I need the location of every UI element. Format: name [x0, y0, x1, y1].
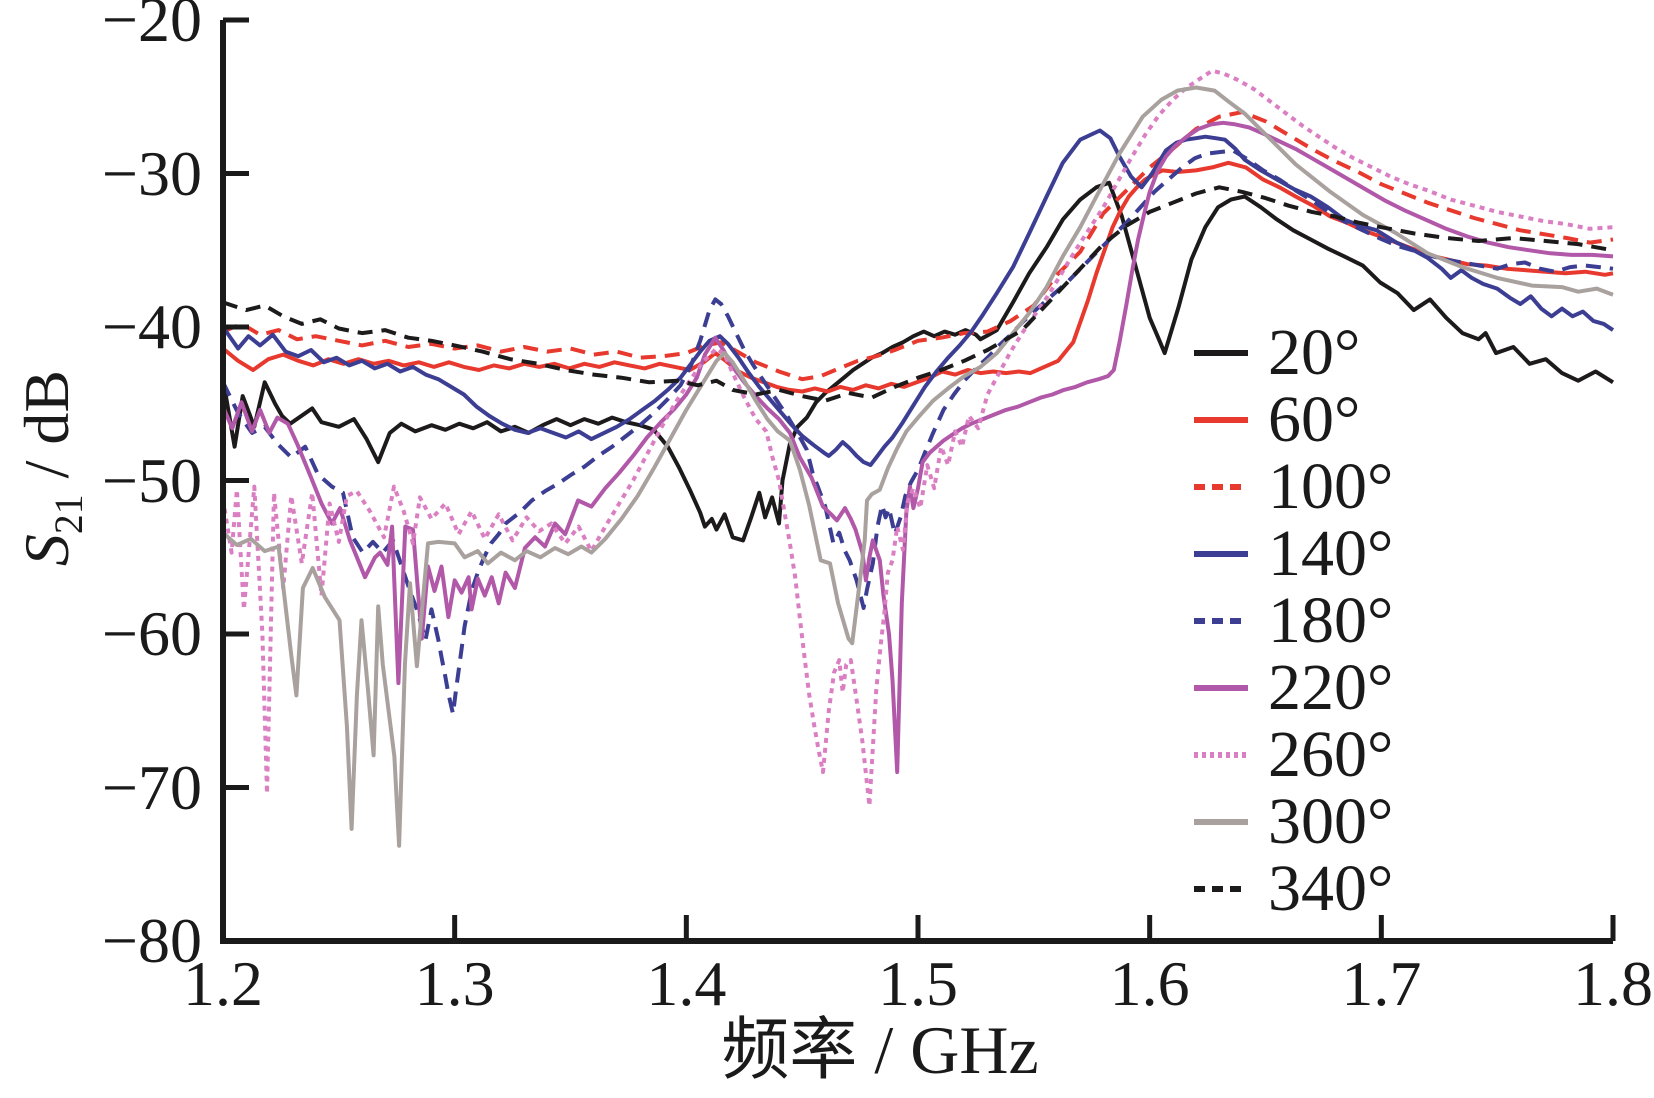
y-tick-label--40: −40 [101, 291, 202, 362]
legend-item-deg60: 60° [1192, 387, 1360, 453]
legend-item-deg140: 140° [1192, 521, 1393, 587]
legend-line-sample-deg260 [1194, 752, 1248, 758]
legend-line-sample-deg220 [1194, 685, 1248, 691]
series-line-deg20 [221, 180, 1615, 543]
legend-label-deg20: 20° [1268, 316, 1361, 389]
legend-label-deg300: 300° [1268, 785, 1394, 858]
legend-line-sample-deg20 [1194, 350, 1248, 356]
legend-item-deg300: 300° [1192, 789, 1393, 855]
x-tick-label-1.5: 1.5 [878, 948, 958, 1019]
legend-item-deg340: 340° [1192, 856, 1393, 922]
series-line-deg340 [222, 185, 1614, 403]
y-tick-label--30: −30 [101, 137, 202, 209]
legend-label-deg340: 340° [1268, 852, 1394, 925]
legend-label-deg60: 60° [1268, 383, 1361, 456]
x-tick-label-1.7: 1.7 [1341, 948, 1422, 1019]
legend-line-sample-deg340 [1194, 886, 1248, 892]
legend-label-deg260: 260° [1268, 718, 1394, 791]
legend-label-deg180: 180° [1268, 584, 1394, 657]
legend-label-deg220: 220° [1268, 651, 1394, 724]
legend-item-deg220: 220° [1192, 655, 1393, 721]
legend-line-sample-deg100 [1194, 484, 1248, 490]
y-tick-label--20: −20 [101, 0, 202, 55]
legend-line-sample-deg300 [1194, 819, 1248, 825]
y-tick-label--70: −70 [101, 751, 202, 823]
x-tick-label-1.4: 1.4 [646, 948, 727, 1019]
legend-label-deg100: 100° [1268, 450, 1394, 523]
series-line-deg180 [221, 148, 1614, 716]
legend-line-sample-deg60 [1194, 417, 1248, 423]
y-axis-symbol: S [11, 534, 82, 567]
legend-item-deg20: 20° [1192, 320, 1360, 386]
y-tick-label--80: −80 [101, 905, 202, 976]
legend-line-sample-deg140 [1194, 551, 1248, 557]
series-line-deg260 [221, 68, 1614, 808]
legend-item-deg260: 260° [1192, 722, 1393, 788]
legend-item-deg180: 180° [1192, 588, 1393, 654]
x-tick-label-1.8: 1.8 [1573, 948, 1653, 1019]
legend-item-deg100: 100° [1192, 454, 1393, 520]
series-line-deg60 [221, 160, 1614, 394]
series-line-deg100 [222, 110, 1614, 382]
x-tick-label-1.6: 1.6 [1109, 948, 1190, 1019]
series-line-deg220 [221, 120, 1614, 775]
x-tick-label-1.2: 1.2 [183, 948, 263, 1019]
y-tick-label--60: −60 [101, 598, 202, 669]
series-line-deg140 [221, 128, 1615, 468]
x-tick-label-1.3: 1.3 [414, 948, 495, 1019]
legend-label-deg140: 140° [1268, 517, 1394, 590]
y-tick-label--50: −50 [101, 444, 202, 516]
x-axis-title: 频率 / GHz [721, 1012, 1039, 1088]
legend-line-sample-deg180 [1194, 618, 1248, 624]
series-line-deg300 [221, 85, 1614, 848]
